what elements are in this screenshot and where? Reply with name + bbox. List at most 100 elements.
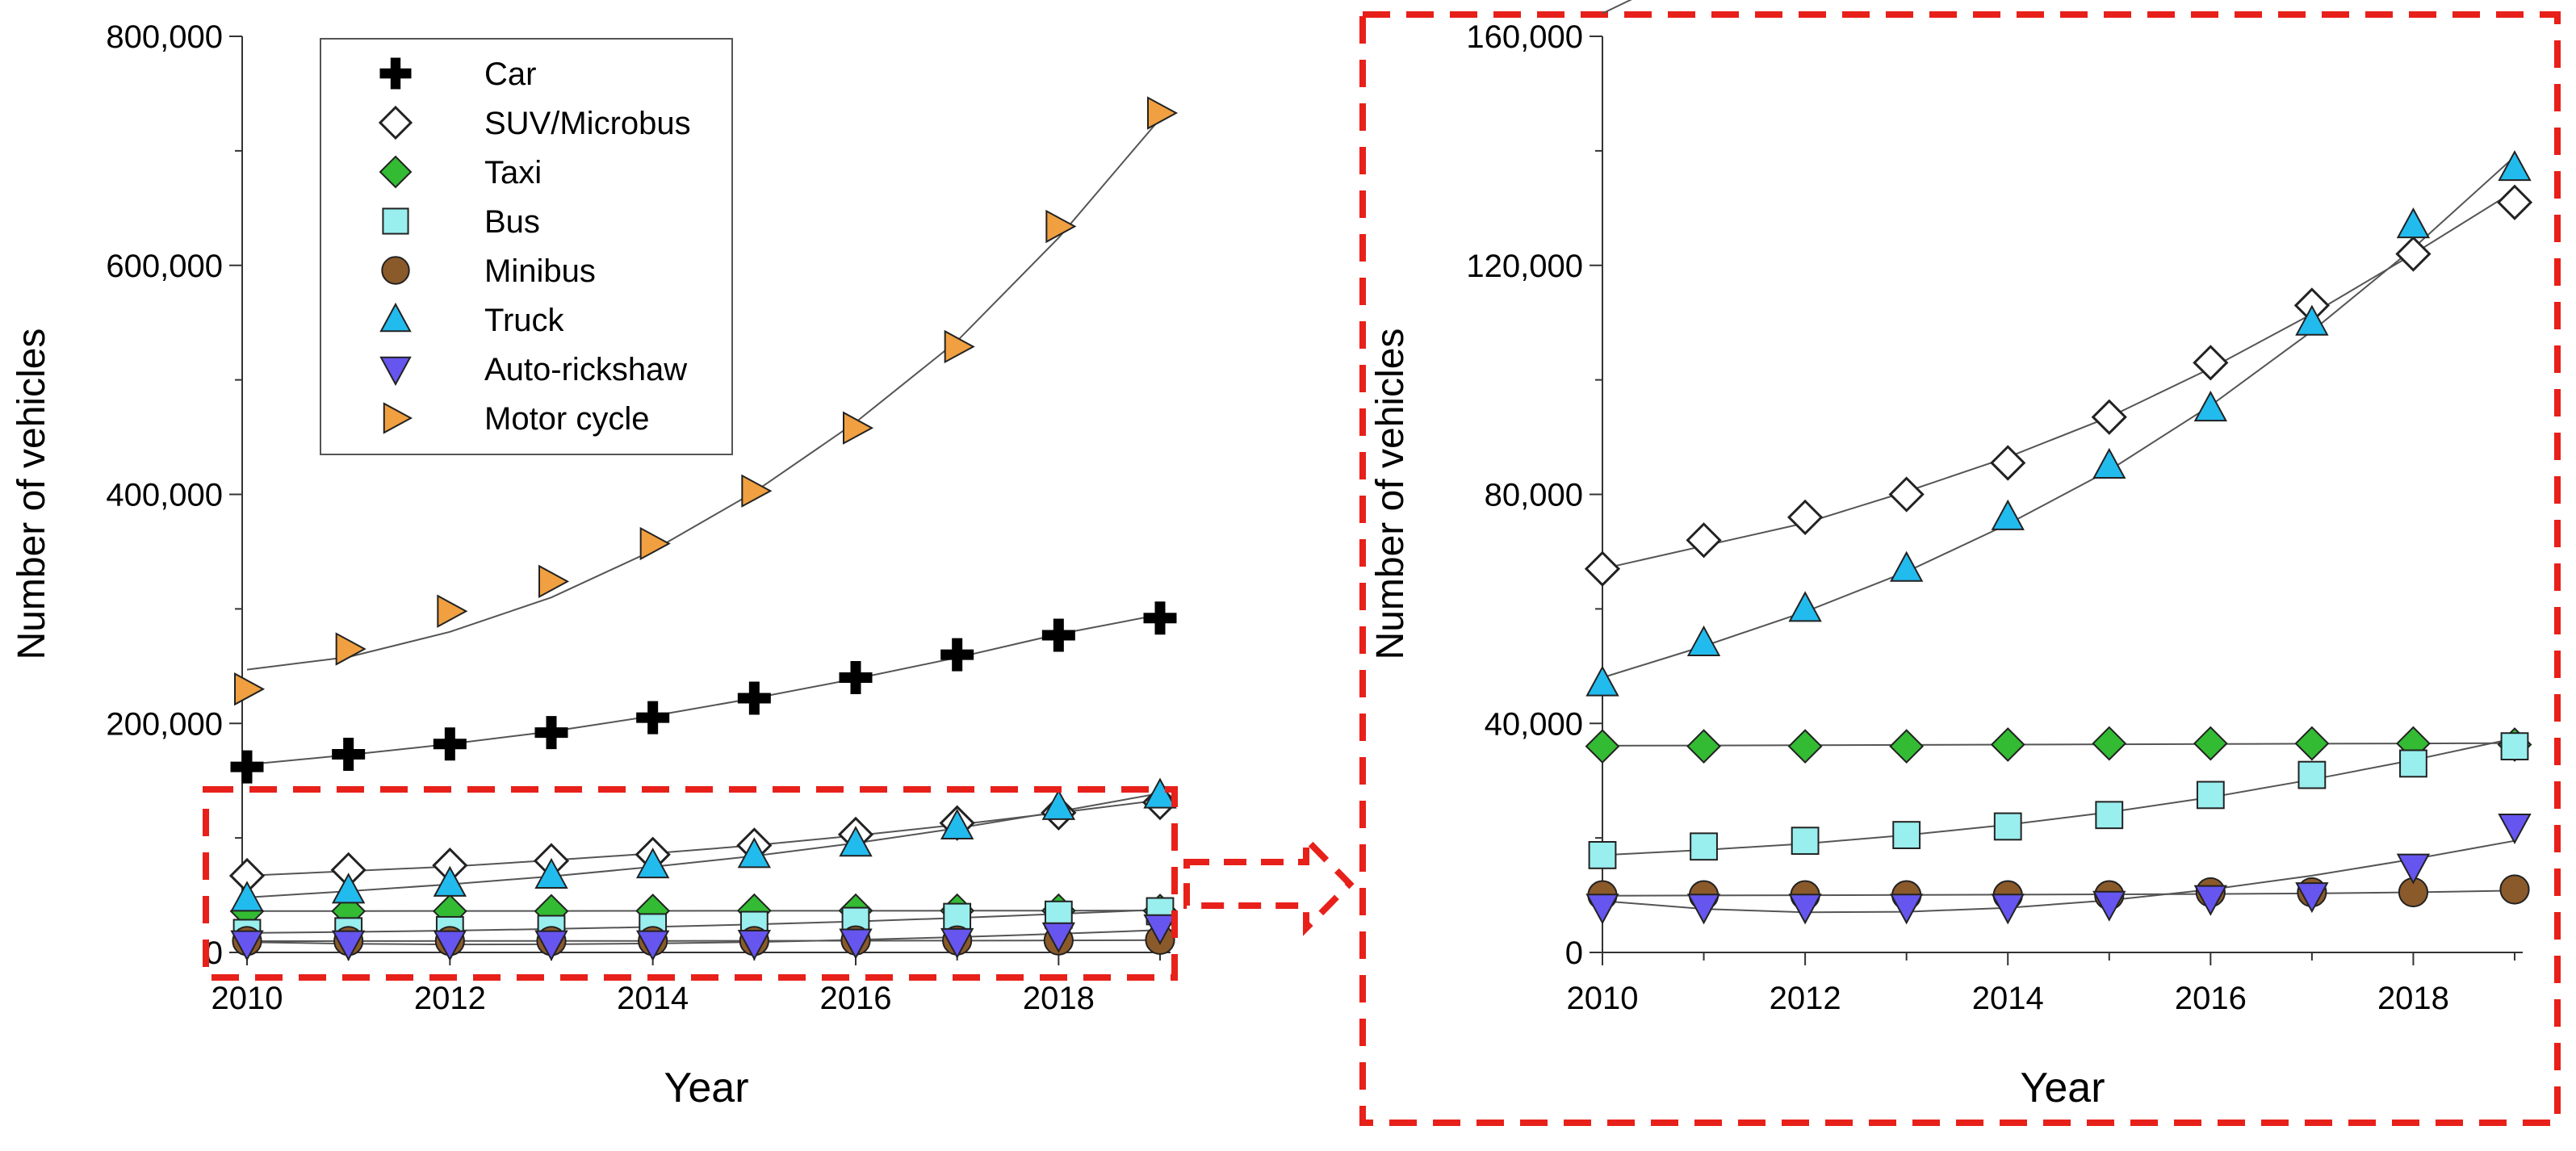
chart-zoom: 0 40,000 80,000 120,000 160,000 2010 2012 2014 2… [1369,0,2533,1111]
zoom-point-taxi-2014 [1990,727,2025,762]
zoom-point-minibus-2019 [2499,874,2530,905]
zoom-point-truck-2013 [1889,550,1924,582]
chart-full: 0 200,000 400,000 600,000 800,000 2010 2012 201… [10,19,1179,1111]
full-point-car-2015 [737,681,771,715]
zoom-y-tick-label: 40,000 [1485,706,1583,742]
full-point-autorickshaw-2010 [230,930,264,961]
legend-marker-bus [382,207,409,235]
full-point-autorickshaw-2013 [534,930,568,961]
legend-label-minibus: Minibus [484,253,596,289]
zoom-point-taxi-2012 [1787,729,1823,764]
full-point-motorcycle-2013 [538,564,570,599]
zoom-point-suv-2010 [1584,550,1621,587]
full-y-tick-label: 400,000 [106,478,223,513]
full-point-truck-2015 [737,837,772,868]
zoom-fit-suv [1602,190,2515,570]
full-point-car-2010 [230,750,264,784]
zoom-point-autorickshaw-2014 [1991,894,2025,925]
zoom-markers [1584,150,2533,925]
full-point-truck-2017 [940,808,974,839]
zoom-y-tick-label: 160,000 [1466,19,1583,55]
zoom-point-bus-2019 [2500,732,2529,761]
zoom-point-autorickshaw-2010 [1585,894,1619,925]
full-point-motorcycle-2016 [843,411,874,445]
full-fit-minibus [246,939,1161,942]
full-point-truck-2012 [433,865,467,897]
zoom-point-suv-2019 [2496,184,2533,220]
zoom-point-autorickshaw-2017 [2295,882,2329,914]
zoom-frame [1359,11,2561,1126]
zoom-x-tick-label: 2018 [2377,981,2449,1016]
legend-label-motorcycle: Motor cycle [484,401,650,437]
zoom-point-bus-2018 [2399,749,2427,778]
zoom-point-truck-2015 [2092,447,2126,479]
full-point-car-2013 [534,716,568,750]
zoom-point-autorickshaw-2011 [1686,894,1721,925]
full-point-car-2017 [940,638,974,672]
zoom-point-taxi-2011 [1686,729,1721,764]
legend-label-autorickshaw: Auto-rickshaw [484,352,687,387]
full-x-tick-label: 2018 [1023,981,1095,1016]
full-point-car-2019 [1143,601,1177,635]
full-markers [228,96,1179,961]
zoom-point-truck-2016 [2193,390,2228,422]
full-point-car-2011 [332,738,366,772]
zoom-point-taxi-2016 [2193,726,2228,761]
full-point-motorcycle-2014 [639,526,671,561]
full-y-tick-label: 800,000 [106,19,223,55]
full-point-autorickshaw-2016 [839,928,873,960]
full-point-motorcycle-2010 [234,672,266,706]
full-point-motorcycle-2019 [1147,96,1179,130]
zoom-point-bus-2015 [2095,801,2124,830]
zoom-y-axis-title: Number of vehicles [1369,329,1412,660]
zoom-x-axis-title: Year [2020,1065,2105,1111]
zoom-y-tick-label: 0 [1565,935,1583,971]
full-point-truck-2010 [230,881,264,912]
full-fit-autorickshaw [246,929,1161,946]
full-point-car-2018 [1041,618,1075,652]
legend-marker-taxi [379,155,413,189]
zoom-point-truck-2018 [2396,207,2431,239]
zoom-fit-bus [1602,737,2515,856]
zoom-point-taxi-2015 [2092,726,2127,761]
full-point-truck-2016 [839,826,873,857]
zoom-point-truck-2014 [1991,499,2025,530]
zoom-fit-minibus [1602,889,2515,897]
zoom-point-suv-2016 [2193,345,2229,381]
full-fit-taxi [246,910,1161,912]
zoom-point-bus-2013 [1892,821,1921,849]
legend-markers [378,57,413,434]
zoom-point-bus-2010 [1588,841,1617,869]
zoom-fit-lines [1602,0,2515,914]
zoom-fit-truck [1602,156,2515,679]
full-fit-lines [246,118,1161,946]
legend-label-truck: Truck [484,303,565,338]
zoom-x-tick-label: 2016 [2175,981,2247,1016]
zoom-point-bus-2017 [2297,760,2327,789]
legend-marker-car [379,57,412,90]
full-point-car-2014 [636,701,670,735]
zoom-point-autorickshaw-2019 [2498,813,2532,845]
full-fit-motorcycle [246,118,1161,671]
zoom-x-tick-label: 2014 [1972,981,2044,1016]
zoom-point-suv-2013 [1888,476,1925,513]
legend-marker-autorickshaw [379,356,412,387]
full-point-motorcycle-2018 [1045,209,1077,244]
legend-marker-truck [379,302,412,333]
zoom-y-tick-label: 120,000 [1466,249,1583,284]
legend-label-car: Car [484,57,536,92]
zoom-point-suv-2011 [1686,522,1722,559]
zoom-ticks: 0 40,000 80,000 120,000 160,000 2010 2012 2014 2… [1466,19,2515,1016]
full-point-motorcycle-2017 [944,329,975,364]
full-x-tick-label: 2010 [212,981,283,1016]
zoom-point-taxi-2010 [1585,729,1620,764]
full-y-tick-label: 0 [205,935,223,971]
full-point-autorickshaw-2019 [1143,914,1177,945]
full-point-autorickshaw-2012 [433,930,467,961]
full-point-autorickshaw-2011 [331,930,366,961]
full-fit-truck [246,792,1161,898]
zoom-point-taxi-2017 [2294,726,2330,761]
zoom-point-truck-2010 [1585,665,1619,697]
zoom-y-tick-label: 80,000 [1485,478,1583,513]
legend-marker-suv [378,105,413,140]
